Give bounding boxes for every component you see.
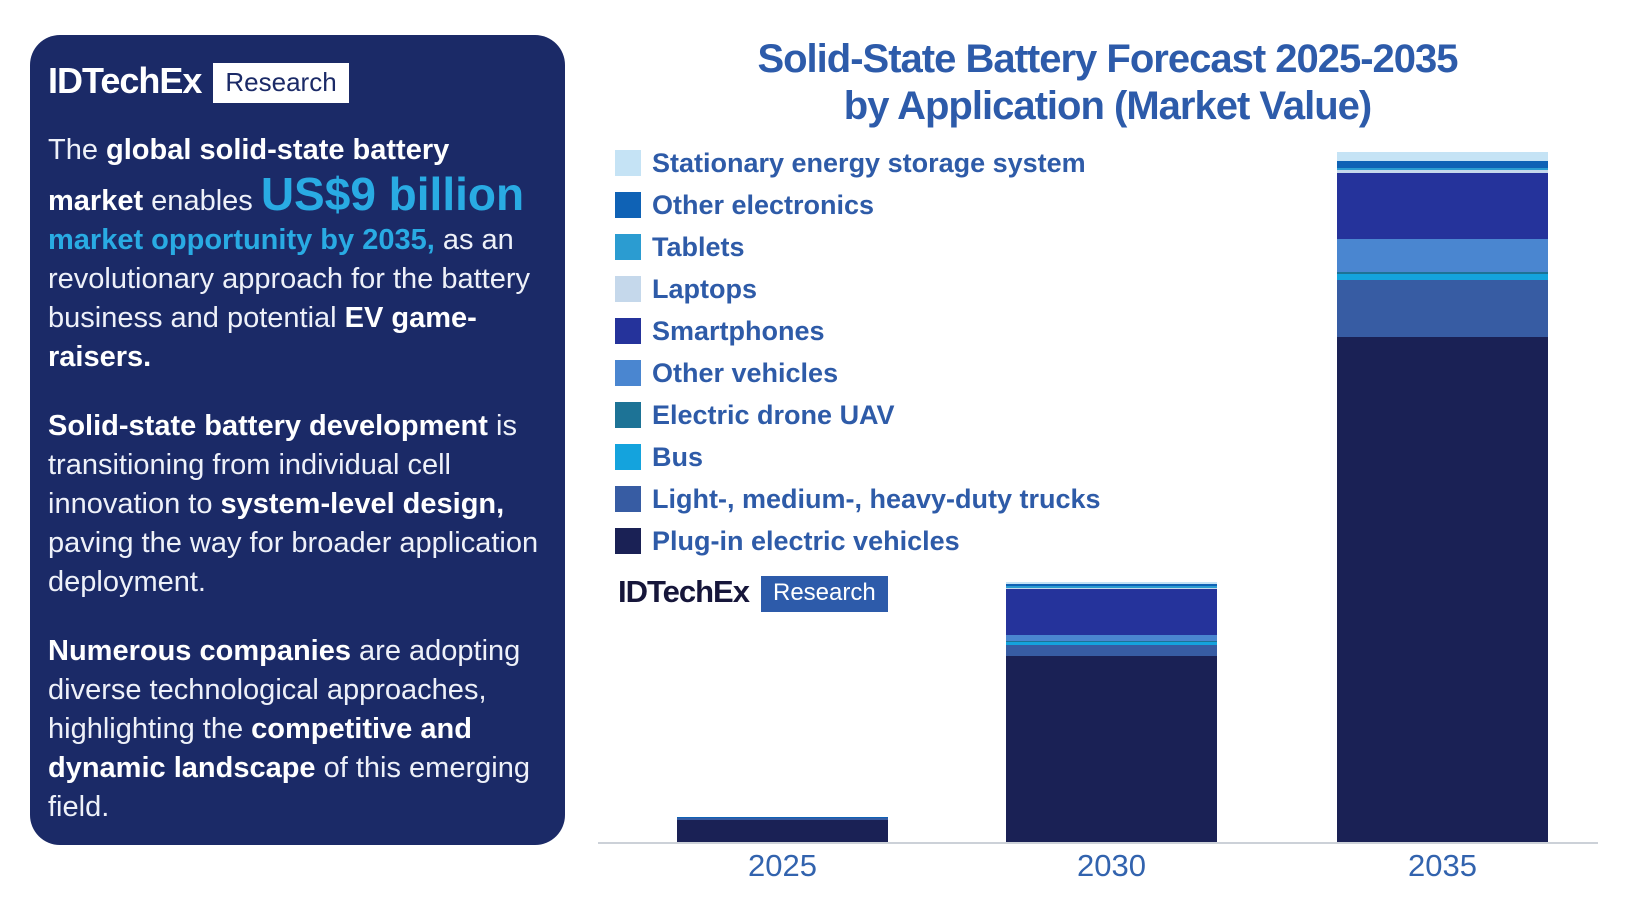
legend-swatch — [615, 360, 641, 386]
legend-label: Electric drone UAV — [652, 399, 895, 430]
chart-title-line2: by Application (Market Value) — [843, 84, 1372, 128]
legend-item: Tablets — [615, 226, 1101, 268]
bar-segment — [1006, 586, 1217, 589]
legend-label: Bus — [652, 441, 704, 472]
bar-segment — [1006, 588, 1217, 590]
x-axis-label: 2030 — [1077, 848, 1146, 883]
x-axis-line — [598, 842, 1598, 844]
legend-label: Other electronics — [652, 189, 875, 220]
research-badge: Research — [213, 63, 349, 103]
text-segment: US$9 billion — [260, 168, 525, 220]
legend-label: Laptops — [652, 273, 757, 304]
bar-segment — [1337, 271, 1548, 274]
text-segment: global solid-state battery market — [48, 134, 450, 217]
chart-title: Solid-State Battery Forecast 2025-2035 b… — [600, 36, 1615, 130]
text-segment: of this emerging field. — [48, 752, 530, 823]
text-segment: paving the way for broader application d… — [48, 527, 539, 598]
bar-segment — [1337, 167, 1548, 171]
legend-swatch — [615, 402, 641, 428]
legend-item: Other vehicles — [615, 352, 1101, 394]
bar-segment — [1006, 644, 1217, 656]
paragraph: The global solid-state battery market en… — [48, 131, 549, 377]
idtechex-logo-text: IDTechEx — [48, 60, 202, 101]
text-segment: as an revolutionary approach for the bat… — [48, 224, 530, 334]
legend-item: Stationary energy storage system — [615, 142, 1101, 184]
bar-segment — [1006, 581, 1217, 584]
legend-item: Laptops — [615, 268, 1101, 310]
idtechex-logo: IDTechEx — [48, 60, 202, 101]
legend-item: Other electronics — [615, 184, 1101, 226]
legend-swatch — [615, 486, 641, 512]
legend-item: Bus — [615, 436, 1101, 478]
text-segment: is transitioning from individual cell in… — [48, 410, 517, 520]
stacked-bar-2035 — [1337, 151, 1548, 843]
summary-panel: IDTechEx Research The global solid-state… — [30, 35, 565, 845]
text-segment: competitive and dynamic landscape — [48, 713, 472, 784]
legend-item: Plug-in electric vehicles — [615, 520, 1101, 562]
text-segment: EV game-raisers. — [48, 302, 477, 373]
bar-segment — [1337, 273, 1548, 281]
x-axis-label: 2035 — [1408, 848, 1477, 883]
x-axis-label: 2025 — [748, 848, 817, 883]
legend-swatch — [615, 234, 641, 260]
stacked-bar-2025 — [677, 816, 888, 843]
bar-segment — [1337, 151, 1548, 162]
bar-segment — [677, 819, 888, 843]
research-badge: Research — [760, 576, 888, 612]
bar-segment — [1006, 641, 1217, 645]
legend-item: Electric drone UAV — [615, 394, 1101, 436]
stacked-bar-2030 — [1006, 581, 1217, 843]
paragraph: Solid-state battery development is trans… — [48, 407, 549, 602]
legend-label: Tablets — [652, 231, 745, 262]
legend-label: Smartphones — [652, 315, 825, 346]
chart-title-line1: Solid-State Battery Forecast 2025-2035 — [757, 37, 1458, 81]
bar-segment — [677, 816, 888, 819]
bar-segment — [1337, 172, 1548, 240]
legend-swatch — [615, 444, 641, 470]
chart-logo: IDTechEx Research — [618, 576, 888, 612]
text-segment: The — [48, 134, 107, 166]
text-segment: Solid-state battery development — [48, 410, 488, 442]
legend-label: Plug-in electric vehicles — [652, 525, 960, 556]
panel-logo: IDTechEx Research — [48, 63, 549, 103]
idtechex-logo: IDTechEx — [618, 574, 750, 609]
bar-segment — [1337, 161, 1548, 168]
legend-item: Smartphones — [615, 310, 1101, 352]
bar-segment — [1337, 170, 1548, 173]
bar-segment — [1006, 634, 1217, 641]
legend-label: Stationary energy storage system — [652, 147, 1086, 178]
text-segment: system-level design, — [220, 488, 505, 520]
legend-swatch — [615, 528, 641, 554]
bar-segment — [1337, 280, 1548, 337]
bar-segment — [1006, 655, 1217, 843]
text-segment: market opportunity by 2035, — [48, 224, 435, 256]
legend-swatch — [615, 150, 641, 176]
legend-label: Other vehicles — [652, 357, 839, 388]
paragraph: Numerous companies are adopting diverse … — [48, 632, 549, 827]
bar-segment — [1337, 336, 1548, 843]
bar-segment — [1337, 239, 1548, 272]
bar-segment — [677, 818, 888, 820]
bar-segment — [1006, 640, 1217, 642]
legend-item: Light-, medium-, heavy-duty trucks — [615, 478, 1101, 520]
text-segment: Numerous companies — [48, 635, 351, 667]
summary-paragraphs: The global solid-state battery market en… — [48, 131, 549, 827]
bar-segment — [1006, 589, 1217, 635]
legend-label: Light-, medium-, heavy-duty trucks — [652, 483, 1101, 514]
chart-legend: Stationary energy storage system Other el… — [615, 142, 1101, 562]
legend-swatch — [615, 318, 641, 344]
legend-swatch — [615, 192, 641, 218]
text-segment: enables — [143, 185, 261, 217]
text-segment: are adopting diverse technological appro… — [48, 635, 521, 745]
legend-swatch — [615, 276, 641, 302]
bar-segment — [1006, 583, 1217, 587]
idtechex-logo-text: IDTechEx — [618, 574, 750, 609]
